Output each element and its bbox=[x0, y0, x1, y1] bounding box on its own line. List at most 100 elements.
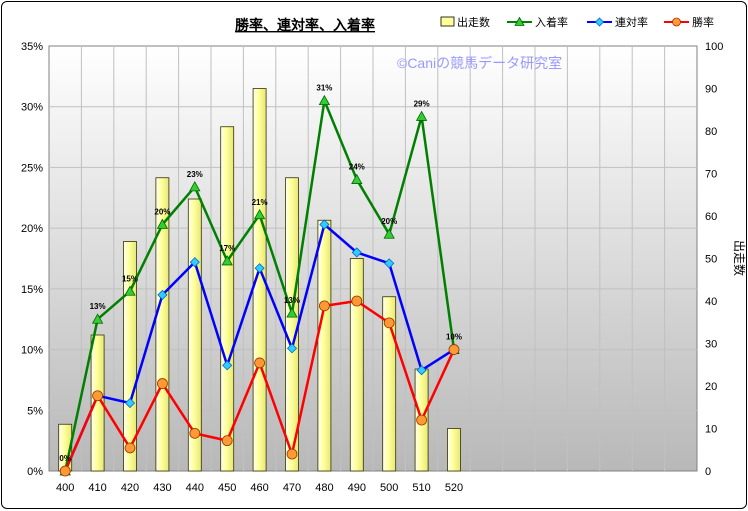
marker-入着率-420 bbox=[124, 285, 136, 296]
data-label-480: 31% bbox=[316, 84, 332, 93]
x-tick-label: 480 bbox=[315, 482, 333, 494]
data-label-520: 10% bbox=[446, 333, 462, 342]
left-tick-label: 10% bbox=[21, 345, 43, 357]
marker-勝率-470 bbox=[286, 448, 298, 460]
legend-label-勝率: 勝率 bbox=[692, 15, 714, 29]
marker-連対率-430 bbox=[157, 289, 168, 300]
legend-marker-勝率 bbox=[672, 17, 681, 27]
x-tick-label: 440 bbox=[186, 482, 204, 494]
marker-入着率-510 bbox=[415, 110, 428, 121]
x-tick-label: 520 bbox=[445, 482, 463, 494]
right-tick-label: 60 bbox=[705, 211, 717, 223]
marker-連対率-460 bbox=[254, 263, 265, 274]
marker-入着率-440 bbox=[189, 181, 201, 192]
data-label-500: 20% bbox=[381, 217, 397, 226]
marker-勝率-420 bbox=[124, 442, 136, 454]
left-tick-label: 15% bbox=[21, 284, 43, 296]
marker-連対率-500 bbox=[384, 258, 395, 269]
bar-490 bbox=[349, 258, 364, 472]
bar-470 bbox=[285, 177, 299, 472]
x-tick-label: 430 bbox=[153, 482, 171, 494]
right-tick-label: 50 bbox=[705, 254, 717, 266]
data-label-460: 21% bbox=[252, 198, 268, 207]
right-tick-label: 100 bbox=[705, 41, 723, 53]
marker-勝率-510 bbox=[416, 414, 428, 426]
bar-410 bbox=[90, 334, 105, 472]
marker-勝率-400 bbox=[59, 465, 71, 477]
left-tick-label: 5% bbox=[27, 405, 43, 417]
marker-入着率-430 bbox=[156, 218, 169, 229]
marker-勝率-490 bbox=[351, 295, 363, 307]
bar-420 bbox=[123, 241, 137, 472]
left-tick-label: 30% bbox=[21, 102, 43, 114]
right-tick-label: 30 bbox=[705, 339, 717, 351]
legend-swatch-出走数 bbox=[440, 16, 455, 27]
left-axis-ticks: 0% 5% 10% 15% 20% 25% 30% 35% bbox=[21, 41, 43, 478]
x-tick-label: 400 bbox=[56, 482, 74, 494]
data-label-400: 0% bbox=[59, 454, 71, 463]
marker-勝率-450 bbox=[221, 435, 233, 447]
data-label-440: 23% bbox=[187, 170, 203, 179]
data-labels: 0% 13% 15% 20% 23% 17% 21% 13% 31% 24% 20% 29% 10% bbox=[59, 84, 462, 463]
left-tick-label: 25% bbox=[21, 162, 43, 174]
marker-勝率-500 bbox=[383, 317, 395, 329]
line-series bbox=[59, 94, 460, 477]
marker-勝率-440 bbox=[189, 427, 201, 439]
left-tick-label: 0% bbox=[27, 466, 43, 478]
bar-500 bbox=[382, 296, 397, 472]
legend-label-連対率: 連対率 bbox=[615, 15, 648, 29]
marker-入着率-450 bbox=[221, 255, 233, 266]
left-tick-label: 20% bbox=[21, 223, 43, 235]
legend-marker-入着率 bbox=[514, 16, 525, 26]
x-tick-label: 410 bbox=[88, 482, 106, 494]
marker-入着率-480 bbox=[318, 94, 331, 106]
bar-430 bbox=[155, 177, 170, 472]
data-label-510: 29% bbox=[414, 99, 430, 108]
legend-marker-連対率 bbox=[594, 17, 605, 27]
marker-連対率-450 bbox=[222, 360, 233, 371]
x-axis-ticks: 400 410 420 430 440 450 460 470 480 490 500 510 520 bbox=[56, 482, 463, 494]
marker-入着率-490 bbox=[351, 173, 363, 184]
marker-連対率-510 bbox=[416, 365, 427, 376]
chart-title: 勝率、連対率、入着率 bbox=[235, 17, 375, 33]
marker-勝率-480 bbox=[318, 300, 330, 312]
right-tick-label: 80 bbox=[705, 126, 717, 138]
right-tick-label: 20 bbox=[705, 381, 717, 393]
legend-label-入着率: 入着率 bbox=[535, 15, 568, 29]
legend: 出走数 入着率 連対率 勝率 bbox=[440, 15, 714, 29]
right-axis-ticks: 0 10 20 30 40 50 60 70 80 90 100 bbox=[705, 41, 723, 478]
marker-入着率-410 bbox=[91, 313, 104, 324]
bar-520 bbox=[447, 428, 461, 472]
data-label-410: 13% bbox=[90, 302, 106, 311]
bar-450 bbox=[220, 126, 235, 472]
marker-連対率-440 bbox=[189, 257, 200, 268]
marker-勝率-410 bbox=[92, 390, 103, 402]
marker-入着率-500 bbox=[383, 228, 395, 239]
data-label-490: 24% bbox=[349, 163, 365, 172]
data-label-470: 13% bbox=[284, 296, 300, 305]
marker-連対率-470 bbox=[286, 343, 298, 354]
right-axis-label: 出走数 bbox=[732, 240, 746, 276]
right-tick-label: 0 bbox=[705, 466, 711, 478]
right-tick-label: 10 bbox=[705, 424, 717, 436]
bar-series-出走数 bbox=[58, 88, 461, 472]
watermark: ©Caniの競馬データ研究室 bbox=[397, 55, 562, 71]
legend-label-出走数: 出走数 bbox=[457, 15, 490, 29]
marker-連対率-420 bbox=[124, 397, 136, 409]
x-tick-label: 460 bbox=[250, 482, 268, 494]
x-tick-label: 450 bbox=[218, 482, 236, 494]
x-tick-label: 500 bbox=[380, 482, 398, 494]
marker-連対率-490 bbox=[351, 247, 362, 258]
x-tick-label: 490 bbox=[348, 482, 366, 494]
marker-勝率-520 bbox=[448, 344, 460, 355]
marker-勝率-430 bbox=[156, 378, 168, 389]
data-label-450: 17% bbox=[219, 244, 235, 253]
right-tick-label: 40 bbox=[705, 296, 717, 308]
right-tick-label: 70 bbox=[705, 169, 717, 181]
left-tick-label: 35% bbox=[21, 41, 43, 53]
marker-勝率-460 bbox=[254, 357, 266, 369]
marker-入着率-470 bbox=[286, 307, 298, 318]
data-label-430: 20% bbox=[154, 208, 170, 217]
